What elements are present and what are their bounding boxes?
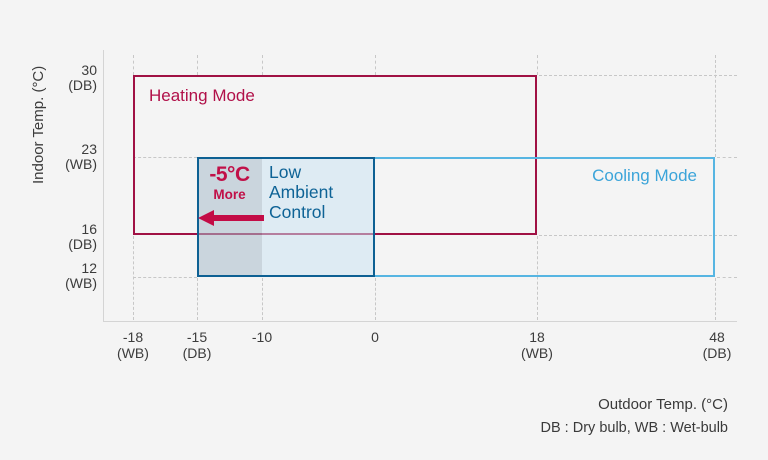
gridline-v (262, 55, 263, 75)
left-arrow-icon (213, 215, 264, 221)
x-tick-0: 0 (345, 329, 405, 345)
delta-value: -5°C (209, 163, 250, 186)
gridline-v (537, 55, 538, 75)
tick-bulb: (WB) (521, 345, 553, 361)
gridline-v (715, 55, 716, 157)
tick-value: 16 (81, 221, 97, 237)
y-axis-line (103, 50, 104, 321)
cooling-mode-label: Cooling Mode (592, 166, 697, 185)
tick-value: -18 (122, 329, 144, 345)
gridline-v (262, 278, 263, 320)
tick-value: -15 (186, 329, 208, 345)
bulb-legend-footnote: DB : Dry bulb, WB : Wet-bulb (540, 420, 728, 436)
tick-value: 23 (81, 141, 97, 157)
delta-more: More (213, 187, 246, 202)
y-axis-title: Indoor Temp. (°C) (30, 65, 47, 185)
x-axis-line (103, 321, 737, 322)
tick-value: 18 (529, 329, 545, 345)
gridline-v (537, 236, 538, 320)
gridline-v (197, 55, 198, 75)
gridline-v (133, 55, 134, 75)
tick-value: 12 (81, 260, 97, 276)
tick-value: 0 (371, 329, 379, 345)
low-ambient-control-label: Low Ambient Control (269, 162, 334, 222)
x-tick-minus18wb: -18 (WB) (103, 329, 163, 361)
x-tick-48db: 48 (DB) (687, 329, 747, 361)
y-tick-30db: 30 (DB) (34, 63, 97, 93)
gridline-h (539, 235, 737, 236)
delta-annotation: -5°C More (197, 163, 262, 202)
gridline-h (539, 75, 737, 76)
tick-bulb: (DB) (182, 345, 212, 361)
low-ambient-fill (262, 158, 374, 276)
heating-mode-label: Heating Mode (149, 86, 255, 105)
gridline-h (717, 157, 737, 158)
tick-value: 30 (81, 62, 97, 78)
y-tick-12wb: 12 (WB) (34, 261, 97, 291)
gridline-h (133, 157, 197, 158)
tick-bulb: (DB) (68, 77, 97, 93)
x-tick-18wb: 18 (WB) (507, 329, 567, 361)
gridline-v (133, 236, 134, 320)
tick-bulb: (WB) (117, 345, 149, 361)
tick-bulb: (WB) (65, 275, 97, 291)
left-arrow-head-icon (198, 210, 214, 226)
y-tick-23wb: 23 (WB) (34, 142, 97, 172)
gridline-h (133, 277, 197, 278)
y-tick-16db: 16 (DB) (34, 222, 97, 252)
gridline-h (717, 277, 737, 278)
gridline-v (375, 55, 376, 75)
tick-value: -10 (251, 329, 273, 345)
x-tick-minus10: -10 (232, 329, 292, 345)
gridline-v (375, 278, 376, 320)
tick-bulb: (WB) (65, 156, 97, 172)
x-axis-title: Outdoor Temp. (°C) (598, 396, 728, 413)
tick-bulb: (DB) (702, 345, 732, 361)
gridline-v (715, 278, 716, 320)
x-tick-minus15db: -15 (DB) (167, 329, 227, 361)
tick-value: 48 (709, 329, 725, 345)
tick-bulb: (DB) (68, 236, 97, 252)
gridline-v (197, 278, 198, 320)
